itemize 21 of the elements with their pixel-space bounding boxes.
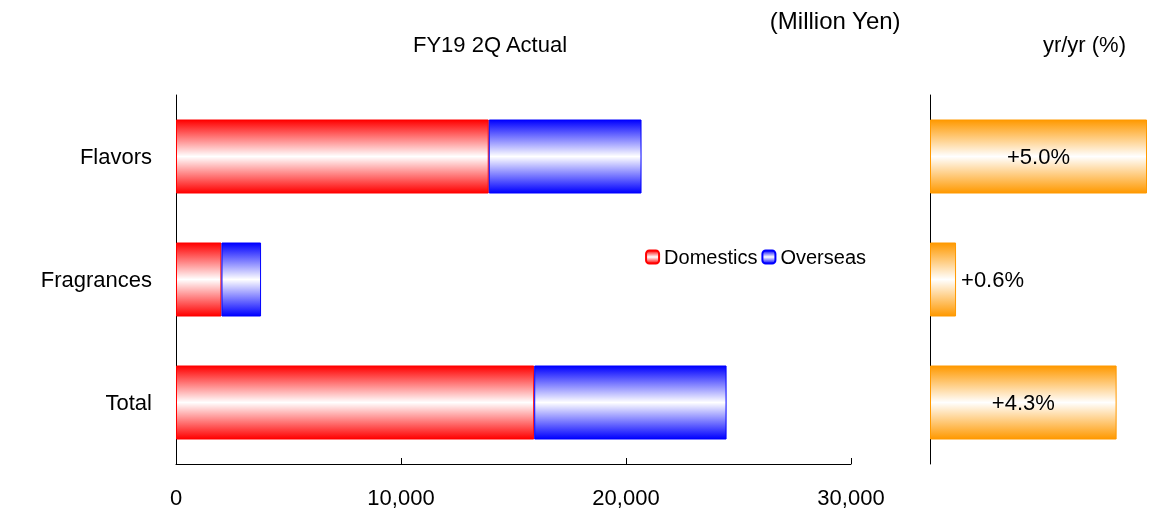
data-label: +4.3% <box>991 390 1055 415</box>
y-tick-label: Flavors <box>79 144 152 169</box>
bar <box>534 365 727 440</box>
legend-label: Domestics <box>664 246 758 268</box>
chart-title: yr/yr (%) <box>1042 31 1126 57</box>
y-tick-label: Total <box>105 390 152 415</box>
legend-label: Overseas <box>780 246 867 268</box>
data-label: +0.6% <box>961 267 1025 292</box>
y-tick-label: Fragrances <box>40 267 152 292</box>
x-tick-label: 30,000 <box>817 484 885 510</box>
x-tick-label: 20,000 <box>592 484 660 510</box>
bar <box>488 119 642 194</box>
bar <box>176 119 489 194</box>
bar <box>176 242 222 317</box>
bar <box>221 242 262 317</box>
bar <box>176 365 535 440</box>
x-tick-label: 0 <box>169 484 183 510</box>
text: (Million Yen) <box>769 6 901 34</box>
x-tick-label: 10,000 <box>367 484 435 510</box>
data-label: +5.0% <box>1007 144 1070 169</box>
chart-title: FY19 2Q Actual <box>413 31 568 57</box>
